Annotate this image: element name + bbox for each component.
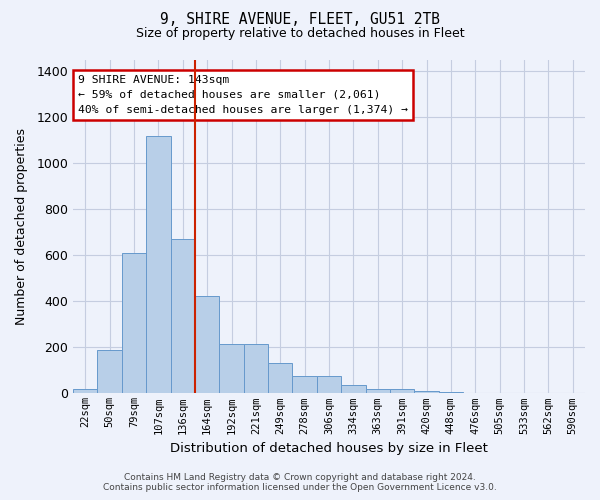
Bar — [317, 376, 341, 394]
Bar — [195, 296, 220, 394]
X-axis label: Distribution of detached houses by size in Fleet: Distribution of detached houses by size … — [170, 442, 488, 455]
Bar — [220, 344, 244, 394]
Bar — [268, 364, 292, 394]
Bar — [73, 389, 97, 394]
Bar — [122, 253, 146, 394]
Bar — [244, 344, 268, 394]
Text: 9 SHIRE AVENUE: 143sqm
← 59% of detached houses are smaller (2,061)
40% of semi-: 9 SHIRE AVENUE: 143sqm ← 59% of detached… — [78, 75, 408, 114]
Text: Size of property relative to detached houses in Fleet: Size of property relative to detached ho… — [136, 28, 464, 40]
Bar — [439, 392, 463, 394]
Text: 9, SHIRE AVENUE, FLEET, GU51 2TB: 9, SHIRE AVENUE, FLEET, GU51 2TB — [160, 12, 440, 28]
Bar — [170, 240, 195, 394]
Bar — [146, 136, 170, 394]
Bar — [390, 389, 415, 394]
Bar — [341, 386, 365, 394]
Bar — [365, 389, 390, 394]
Bar — [415, 390, 439, 394]
Bar — [97, 350, 122, 394]
Y-axis label: Number of detached properties: Number of detached properties — [15, 128, 28, 325]
Bar — [292, 376, 317, 394]
Text: Contains HM Land Registry data © Crown copyright and database right 2024.
Contai: Contains HM Land Registry data © Crown c… — [103, 473, 497, 492]
